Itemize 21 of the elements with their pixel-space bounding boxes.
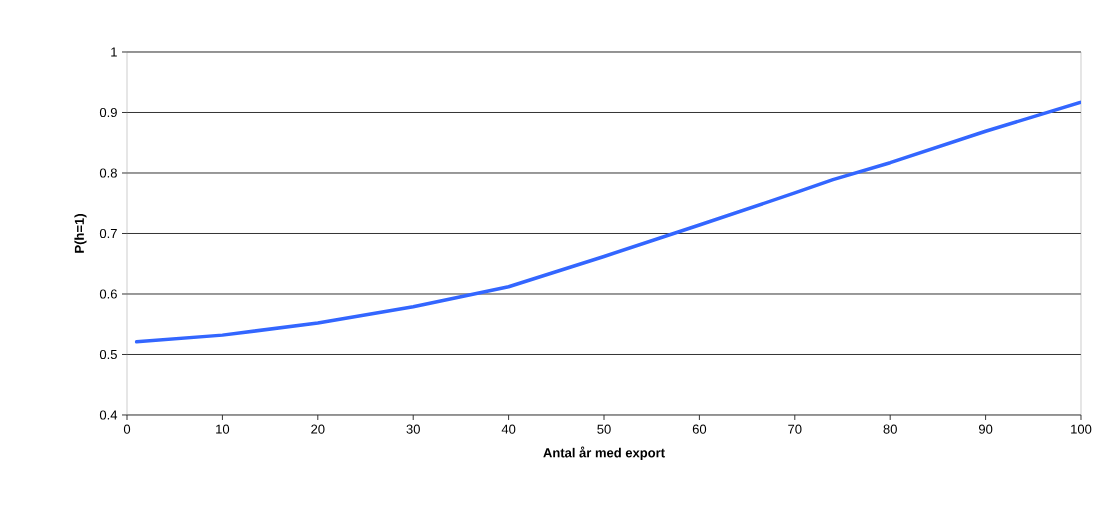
y-tick-label: 0.5 <box>99 349 117 360</box>
y-tick-label: 0.4 <box>99 410 118 420</box>
x-tick-label: 60 <box>692 424 707 434</box>
x-axis-title: Antal år med export <box>543 446 665 460</box>
x-tick-label: 100 <box>1071 424 1092 434</box>
x-tick-label: 40 <box>501 424 516 434</box>
y-tick-label: 1 <box>111 47 117 57</box>
y-tick-label: 0.6 <box>99 289 117 299</box>
y-tick-label: 0.8 <box>99 168 117 178</box>
x-tick-label: 90 <box>978 424 993 434</box>
x-tick-label: 80 <box>883 424 897 434</box>
y-tick-label: 0.7 <box>99 228 117 239</box>
y-axis-title: P(h=1) <box>74 214 87 253</box>
x-tick-label: 20 <box>311 424 325 434</box>
x-tick-label: 10 <box>216 424 230 434</box>
x-tick-label: 30 <box>406 424 420 434</box>
x-tick-label: 70 <box>788 424 802 434</box>
line-series <box>134 100 1081 344</box>
y-tick-label: 0.9 <box>99 107 117 118</box>
x-tick-label: 50 <box>597 424 611 434</box>
x-tick-label: 0 <box>123 424 131 434</box>
